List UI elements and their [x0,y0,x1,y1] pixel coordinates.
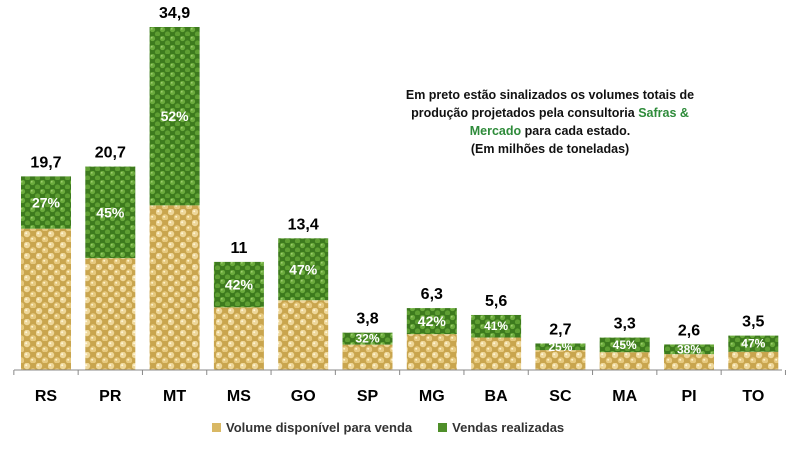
bar-sold-BA [471,314,522,338]
total-label-MG: 6,3 [421,286,443,303]
legend-swatch-sold [438,423,448,432]
x-tick-label-MT: MT [163,388,186,405]
bar-available-RS [21,228,71,370]
bar-available-GO [278,300,329,370]
pct-label-MT: 52% [161,108,190,124]
pct-label-SP: 32% [355,332,379,346]
pct-label-MA: 45% [613,338,637,352]
x-tick-label-MA: MA [612,388,637,405]
pct-label-PR: 45% [96,204,125,220]
total-label-RS: 19,7 [30,154,61,171]
bar-available-MG [406,334,457,370]
bar-sold-SP [342,332,393,345]
total-label-SC: 2,7 [549,321,571,338]
legend: Volume disponível para venda Vendas real… [212,420,564,435]
bar-available-PI [664,354,714,370]
total-label-BA: 5,6 [485,293,507,310]
bar-sold-PI [664,344,714,355]
annotation-brand: Safras & Mercado [469,106,689,138]
x-tick-label-MS: MS [227,388,251,405]
pct-label-GO: 47% [289,261,318,277]
x-tick-label-SC: SC [549,388,572,405]
total-label-SP: 3,8 [356,311,378,328]
bar-available-SC [535,350,586,370]
bar-sold-SC [535,343,586,351]
x-tick-label-PI: PI [681,388,696,405]
x-tick-label-RS: RS [35,388,58,405]
total-label-PI: 2,6 [678,322,700,339]
pct-label-RS: 27% [32,195,61,211]
bar-available-MS [213,307,264,370]
bar-sold-PR [85,166,136,259]
pct-label-MS: 42% [225,277,254,293]
bar-available-BA [471,337,522,370]
pct-label-SC: 25% [548,340,572,354]
bar-available-MT [149,205,200,370]
annotation-unit: (Em milhões de toneladas) [470,142,630,156]
legend-item-sold: Vendas realizadas [438,420,564,435]
total-label-TO: 3,5 [742,314,764,331]
bar-available-TO [728,351,779,370]
x-tick-label-TO: TO [742,388,764,405]
x-tick-label-MG: MG [419,388,445,405]
x-tick-label-SP: SP [357,388,379,405]
bar-sold-MG [406,308,457,335]
total-label-MT: 34,9 [159,5,190,22]
legend-swatch-available [212,423,221,432]
pct-label-TO: 47% [741,337,765,351]
x-tick-label-GO: GO [291,388,316,405]
total-label-PR: 20,7 [95,145,126,162]
annotation-text: Em preto estão sinalizados os volumes to… [405,88,695,120]
bar-sold-GO [278,238,329,301]
bar-sold-RS [21,176,71,229]
pct-label-MG: 42% [418,313,447,329]
total-label-GO: 13,4 [288,216,319,233]
x-tick-label-BA: BA [485,388,509,405]
bar-sold-MS [213,261,264,308]
pct-label-PI: 38% [677,342,701,356]
bar-available-PR [85,258,136,370]
total-label-MA: 3,3 [614,316,636,333]
bar-sold-TO [728,335,779,352]
x-tick-label-PR: PR [99,388,122,405]
pct-label-BA: 41% [484,319,508,333]
bar-available-SP [342,344,393,370]
total-label-MS: 11 [230,240,247,257]
chart-annotation: Em preto estão sinalizados os volumes to… [400,86,700,158]
bar-sold-MA [599,337,650,353]
annotation-text-end: para cada estado. [524,124,631,138]
legend-item-available: Volume disponível para venda [212,420,412,435]
bar-available-MA [599,352,650,370]
bar-sold-MT [149,27,200,206]
